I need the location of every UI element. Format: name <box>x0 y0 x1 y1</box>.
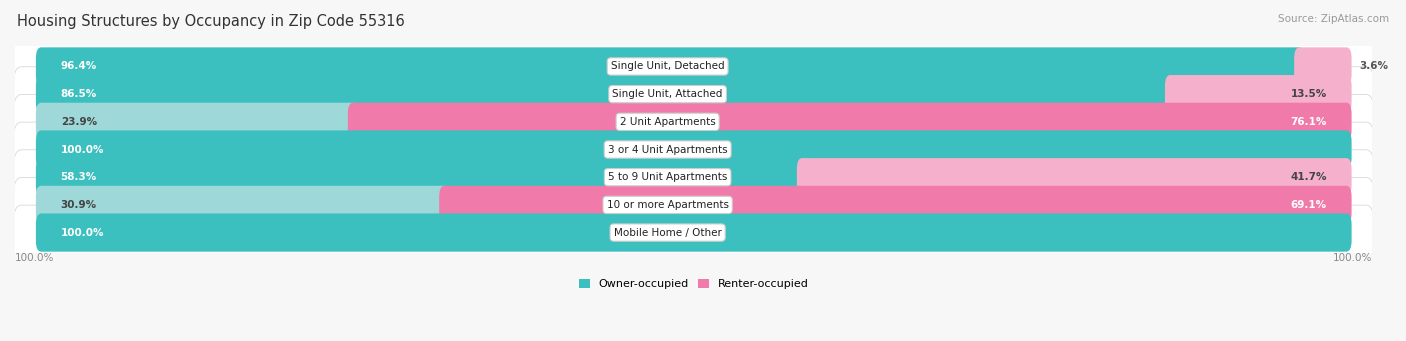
FancyBboxPatch shape <box>14 205 1374 260</box>
FancyBboxPatch shape <box>37 47 1305 86</box>
Text: 3.6%: 3.6% <box>1360 61 1388 72</box>
Text: 30.9%: 30.9% <box>60 200 97 210</box>
Text: 10 or more Apartments: 10 or more Apartments <box>606 200 728 210</box>
Text: 23.9%: 23.9% <box>60 117 97 127</box>
FancyBboxPatch shape <box>1294 47 1351 86</box>
Text: 3 or 4 Unit Apartments: 3 or 4 Unit Apartments <box>607 145 727 154</box>
Legend: Owner-occupied, Renter-occupied: Owner-occupied, Renter-occupied <box>574 274 813 294</box>
Text: Source: ZipAtlas.com: Source: ZipAtlas.com <box>1278 14 1389 24</box>
FancyBboxPatch shape <box>439 186 1351 224</box>
FancyBboxPatch shape <box>14 67 1374 121</box>
Text: 58.3%: 58.3% <box>60 172 97 182</box>
FancyBboxPatch shape <box>14 177 1374 232</box>
Text: 100.0%: 100.0% <box>60 145 104 154</box>
Text: 100.0%: 100.0% <box>1333 253 1372 263</box>
Text: 41.7%: 41.7% <box>1291 172 1327 182</box>
FancyBboxPatch shape <box>797 158 1351 196</box>
Text: 5 to 9 Unit Apartments: 5 to 9 Unit Apartments <box>607 172 727 182</box>
FancyBboxPatch shape <box>37 158 807 196</box>
Text: Mobile Home / Other: Mobile Home / Other <box>613 227 721 238</box>
Text: 69.1%: 69.1% <box>1291 200 1327 210</box>
FancyBboxPatch shape <box>14 150 1374 205</box>
Text: 2 Unit Apartments: 2 Unit Apartments <box>620 117 716 127</box>
Text: 13.5%: 13.5% <box>1291 89 1327 99</box>
FancyBboxPatch shape <box>37 186 450 224</box>
Text: 76.1%: 76.1% <box>1291 117 1327 127</box>
Text: Housing Structures by Occupancy in Zip Code 55316: Housing Structures by Occupancy in Zip C… <box>17 14 405 29</box>
FancyBboxPatch shape <box>37 213 1351 252</box>
FancyBboxPatch shape <box>1166 75 1351 113</box>
FancyBboxPatch shape <box>37 103 359 141</box>
FancyBboxPatch shape <box>37 75 1175 113</box>
Text: 86.5%: 86.5% <box>60 89 97 99</box>
Text: Single Unit, Attached: Single Unit, Attached <box>613 89 723 99</box>
FancyBboxPatch shape <box>14 39 1374 94</box>
FancyBboxPatch shape <box>37 130 1351 168</box>
Text: 100.0%: 100.0% <box>60 227 104 238</box>
FancyBboxPatch shape <box>14 122 1374 177</box>
FancyBboxPatch shape <box>347 103 1351 141</box>
Text: Single Unit, Detached: Single Unit, Detached <box>610 61 724 72</box>
Text: 100.0%: 100.0% <box>15 253 55 263</box>
Text: 96.4%: 96.4% <box>60 61 97 72</box>
FancyBboxPatch shape <box>14 94 1374 149</box>
